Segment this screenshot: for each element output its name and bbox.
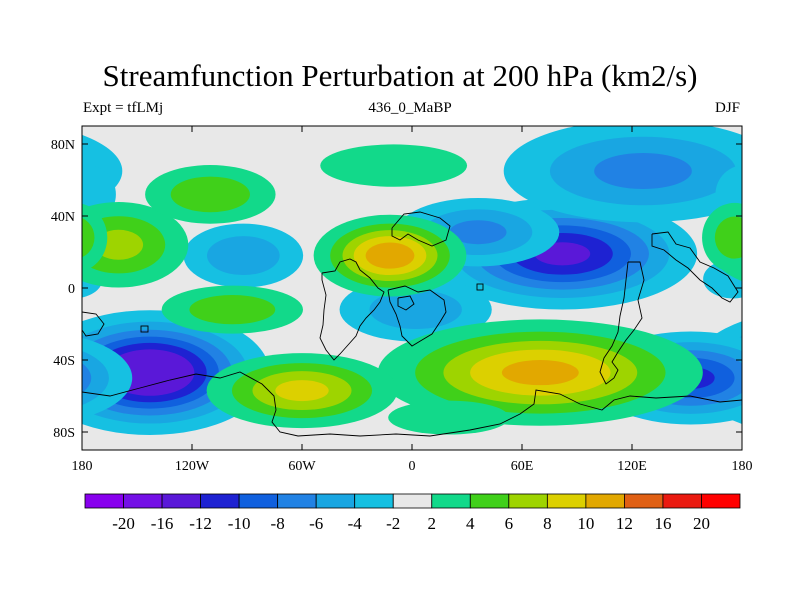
- coastline-island-b: [476, 283, 484, 291]
- colorbar-swatch: [508, 493, 548, 509]
- field-feature-7: [183, 223, 304, 288]
- coastline-island-c: [397, 295, 415, 311]
- coastline-maritime: [599, 261, 645, 385]
- colorbar-label: -4: [348, 514, 363, 533]
- experiment-label: Expt = tfLMj: [83, 100, 164, 116]
- x-tick-label: 60W: [288, 459, 316, 474]
- colorbar-label: 6: [505, 514, 514, 533]
- y-tick-label: 40N: [51, 210, 75, 225]
- colorbar: -20 -16 -12 -10 -8 -6 -4 -2 2 4 6 8 10 12 16 20: [84, 493, 741, 533]
- contour-band: [449, 220, 507, 245]
- colorbar-swatch: [161, 493, 201, 509]
- coastline-antarctica: [82, 371, 742, 437]
- colorbar-swatch: [624, 493, 664, 509]
- contour-band: [739, 265, 742, 275]
- contour-band: [207, 236, 280, 276]
- y-tick-label: 80N: [51, 138, 75, 153]
- field-feature-19: [388, 400, 510, 435]
- field-feature-16: [161, 285, 303, 334]
- coastline-south-america: [319, 258, 385, 361]
- colorbar-swatch: [315, 493, 356, 509]
- contour-band: [388, 400, 510, 435]
- colorbar-swatch: [546, 493, 587, 509]
- colorbar-swatch: [200, 493, 240, 509]
- colorbar-swatch: [585, 493, 625, 509]
- contour-band: [714, 216, 742, 259]
- contour-band: [82, 203, 108, 272]
- field-feature-15: [145, 165, 276, 224]
- colorbar-label: -8: [271, 514, 285, 533]
- contour-band: [82, 350, 109, 406]
- contour-band: [275, 380, 329, 402]
- x-tick-label: 180: [72, 459, 93, 474]
- contour-band: [369, 290, 462, 330]
- y-tick-label: 0: [68, 282, 75, 297]
- colorbar-swatch: [238, 493, 279, 509]
- axes: 180 120W 60W 0 60E 120E 180 80N 40N 0 40S 80S: [51, 126, 753, 474]
- field-feature-17: [82, 202, 742, 273]
- colorbar-label: 20: [693, 514, 710, 533]
- contour-band: [320, 144, 468, 187]
- contour-band: [594, 153, 692, 189]
- field-feature-13: [206, 353, 398, 429]
- coastlines: [82, 211, 742, 437]
- colorbar-swatch: [354, 493, 394, 509]
- colorbar-label: -16: [151, 514, 174, 533]
- contour-band: [82, 363, 92, 393]
- colorbar-swatch: [123, 493, 163, 509]
- coastline-asia-arc: [391, 211, 451, 247]
- contour-band: [170, 176, 250, 213]
- chart-title: Streamfunction Perturbation at 200 hPa (…: [102, 58, 698, 93]
- colorbar-label: -10: [228, 514, 251, 533]
- x-tick-label: 0: [409, 459, 416, 474]
- contour-band: [82, 218, 95, 258]
- colorbar-swatch: [662, 493, 702, 509]
- colorbar-label: -20: [112, 514, 135, 533]
- colorbar-swatch: [84, 493, 124, 509]
- coastline-pacific-islands: [82, 311, 105, 337]
- field-feature-11: [313, 214, 467, 297]
- colorbar-swatch: [431, 493, 471, 509]
- colorbar-swatch: [701, 493, 741, 509]
- x-tick-label: 120E: [617, 459, 647, 474]
- coastline-east-asia: [651, 231, 739, 303]
- colorbar-label: 8: [543, 514, 552, 533]
- colorbar-swatch: [392, 493, 433, 509]
- x-tick-label: 60E: [511, 459, 534, 474]
- colorbar-label: -12: [189, 514, 212, 533]
- field-feature-4: [82, 126, 742, 223]
- field-feature-18: [320, 144, 468, 187]
- coastline-island-a: [140, 325, 149, 333]
- colorbar-label: 16: [654, 514, 671, 533]
- y-tick-label: 40S: [53, 354, 75, 369]
- contour-band: [501, 360, 579, 386]
- colorbar-label: 4: [466, 514, 475, 533]
- y-tick-label: 80S: [53, 426, 75, 441]
- colorbar-label: -2: [386, 514, 400, 533]
- contour-band: [365, 242, 415, 269]
- x-tick-label: 180: [732, 459, 753, 474]
- colorbar-label: 12: [616, 514, 633, 533]
- colorbar-swatch: [469, 493, 510, 509]
- colorbar-label: 10: [577, 514, 594, 533]
- x-tick-label: 120W: [175, 459, 210, 474]
- colorbar-swatch: [277, 493, 317, 509]
- coastline-africa: [387, 285, 447, 347]
- colorbar-label: -6: [309, 514, 323, 533]
- contour-band: [740, 365, 742, 380]
- contour-field: [82, 126, 742, 450]
- colorbar-label: 2: [428, 514, 437, 533]
- contour-band: [189, 295, 276, 325]
- season-label: DJF: [714, 100, 740, 116]
- run-id-label: 436_0_MaBP: [368, 100, 452, 116]
